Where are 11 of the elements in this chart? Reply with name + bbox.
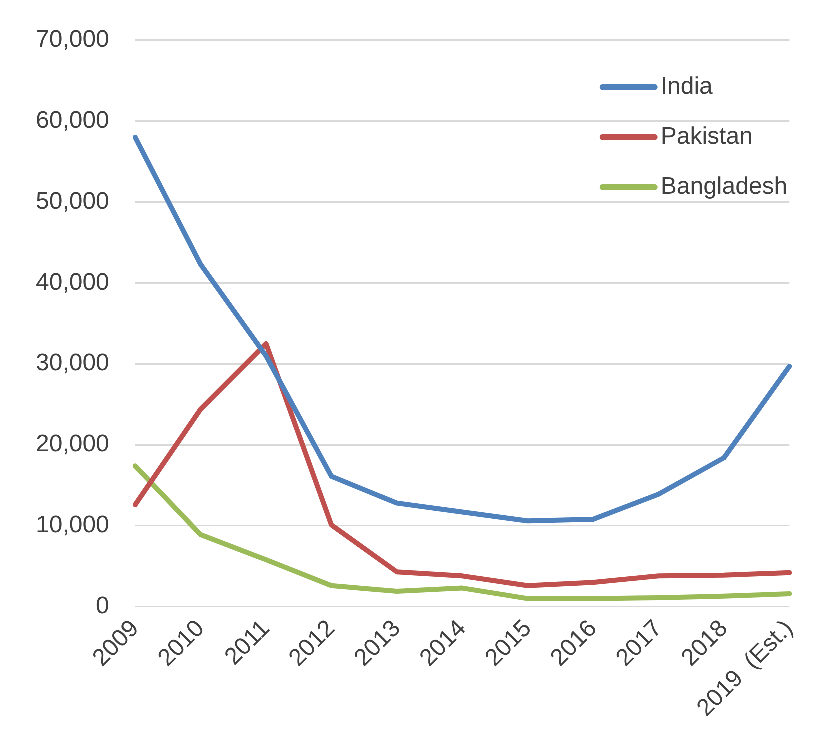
y-tick-label: 60,000 — [36, 106, 110, 134]
y-tick-label: 40,000 — [36, 268, 110, 296]
y-tick-label: 0 — [96, 592, 110, 620]
y-tick-label: 20,000 — [36, 430, 110, 458]
legend-label: Bangladesh — [660, 173, 788, 200]
legend-label: Pakistan — [660, 123, 753, 150]
y-tick-label: 30,000 — [36, 350, 110, 377]
legend-label: India — [660, 73, 714, 100]
y-tick-label: 10,000 — [36, 512, 110, 539]
y-tick-label: 50,000 — [36, 188, 110, 215]
y-tick-label: 70,000 — [36, 26, 110, 54]
